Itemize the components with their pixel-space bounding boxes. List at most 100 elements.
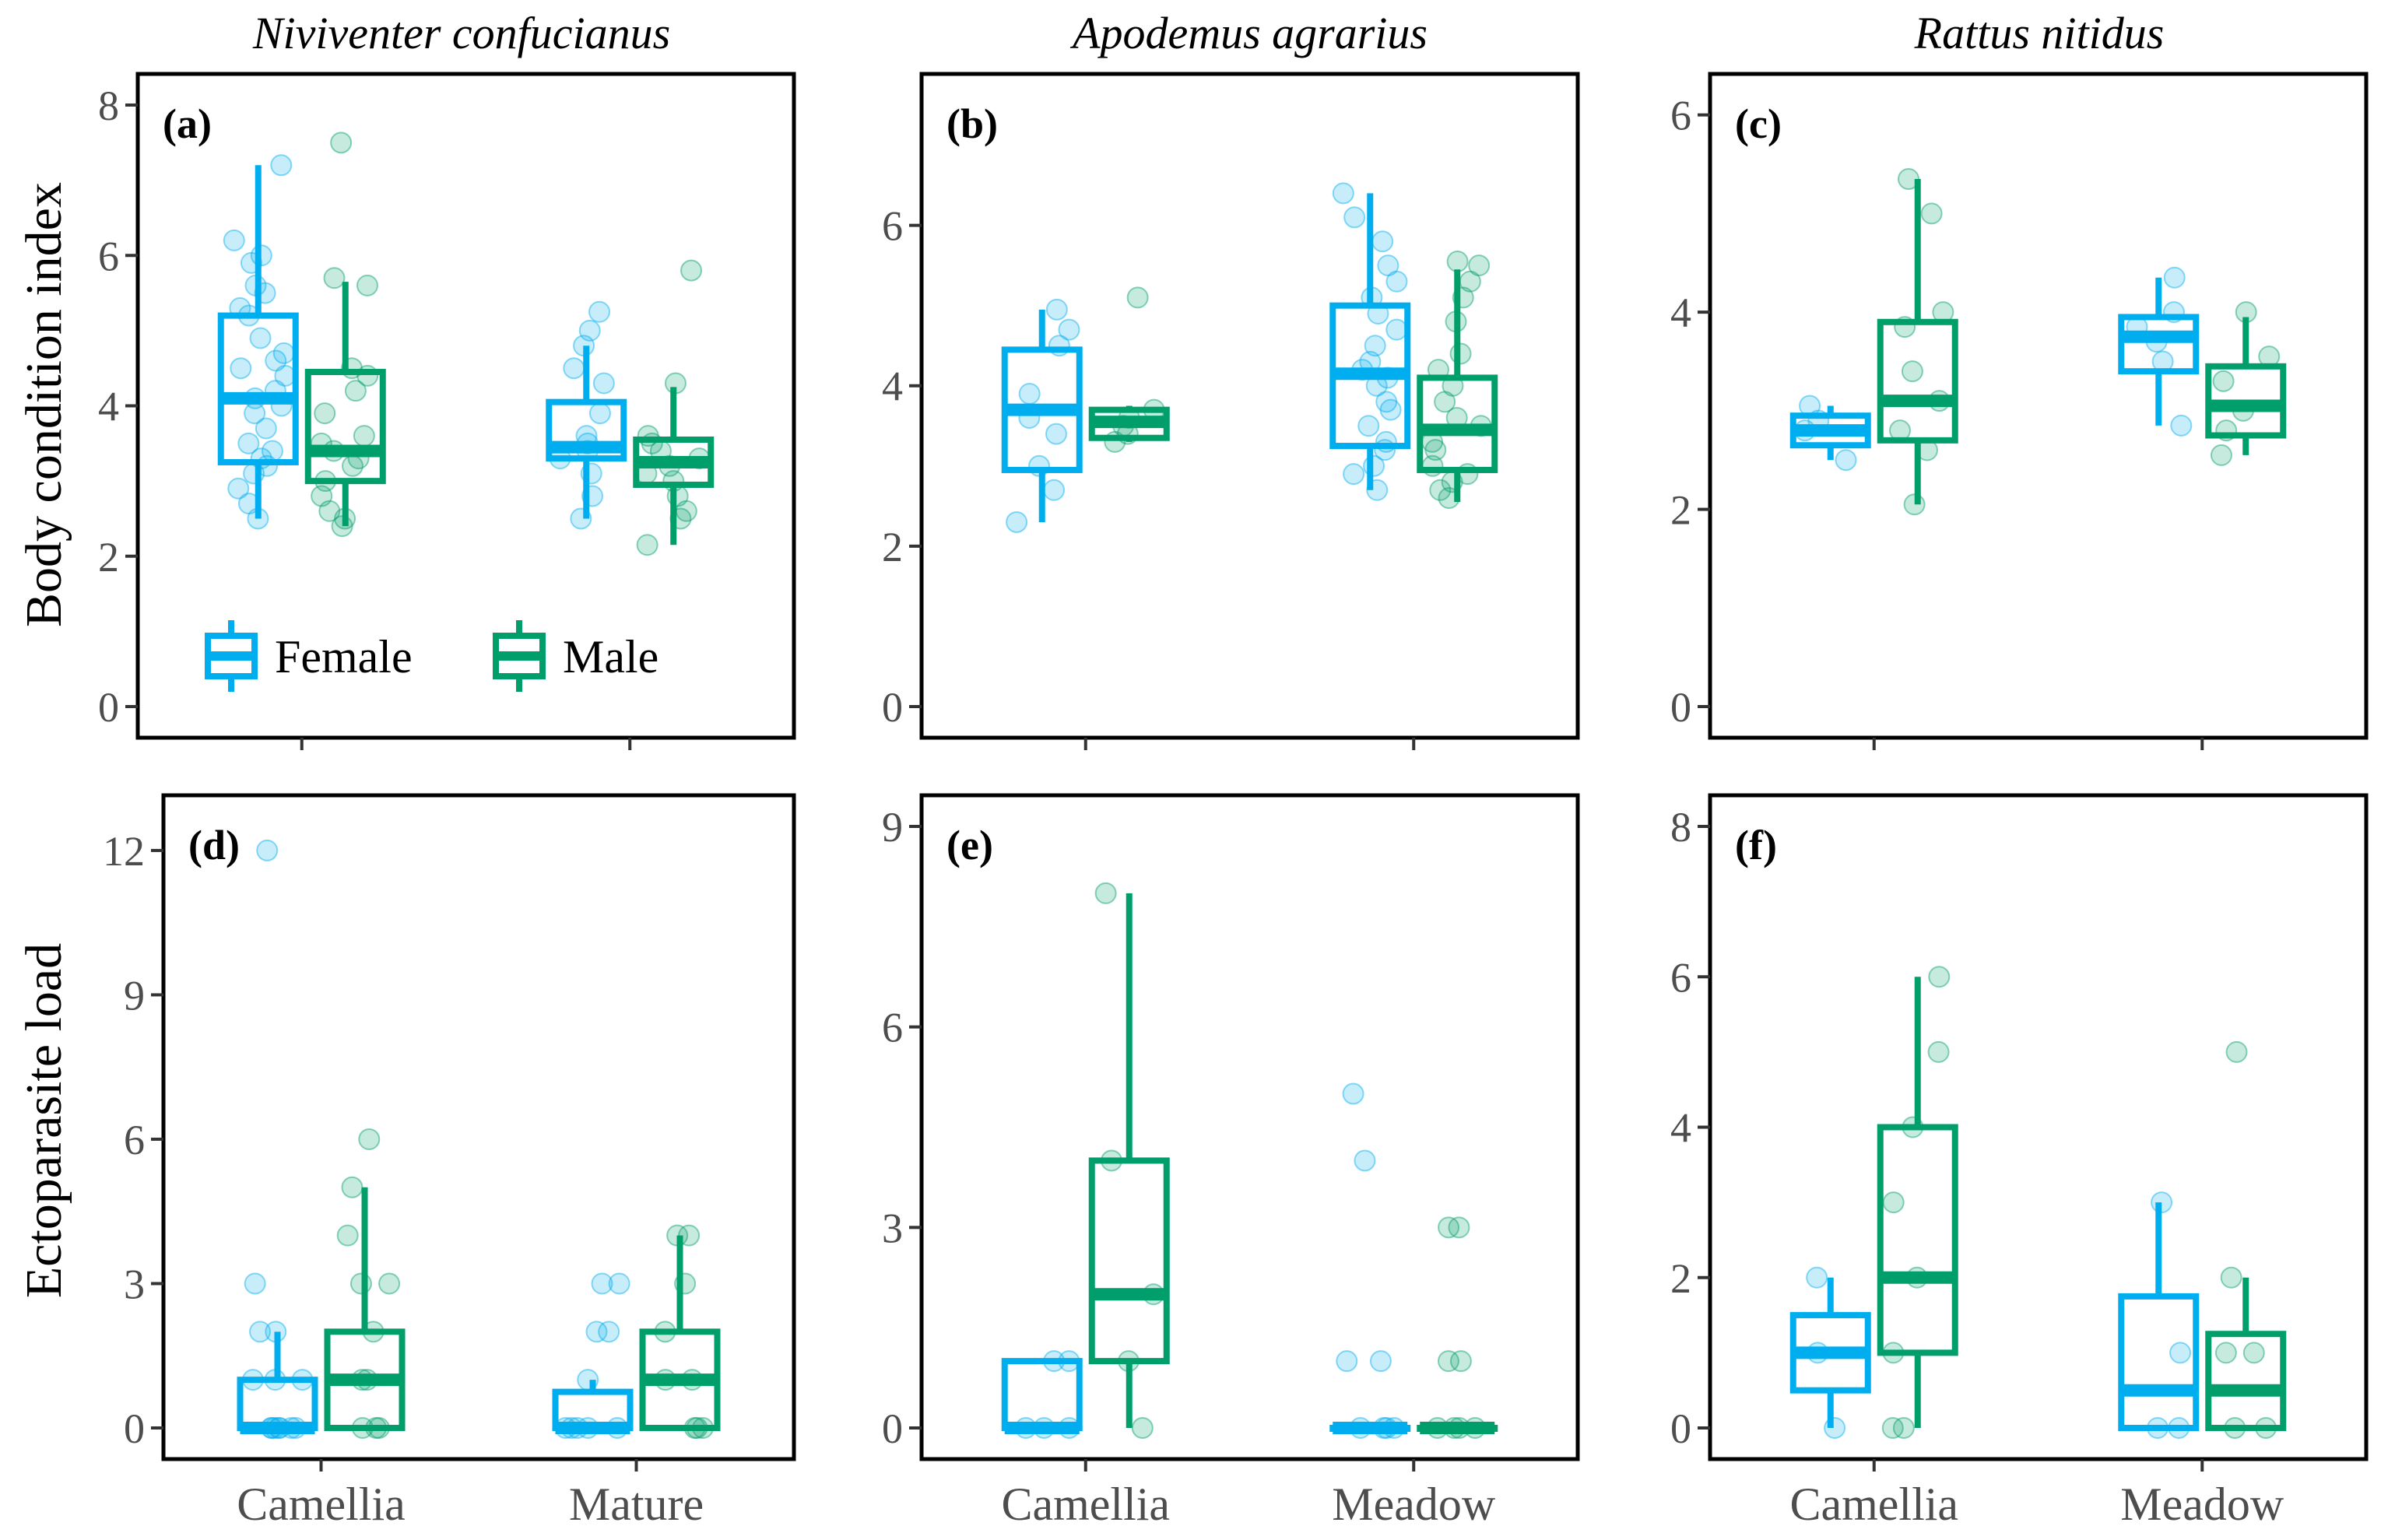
data-point-a-female-0-1 — [223, 229, 245, 251]
data-point-e-female-1-0 — [1342, 1082, 1364, 1105]
data-point-e-male-0-0 — [1094, 882, 1117, 904]
data-point-a-male-0-16 — [331, 515, 353, 538]
species-title-1: Niviventer confucianus — [252, 8, 670, 58]
data-point-d-female-1-0 — [608, 1272, 630, 1295]
data-point-e-male-1-0 — [1448, 1216, 1470, 1239]
panel-tag-f: (f) — [1735, 822, 1777, 868]
data-point-b-male-1-1 — [1468, 254, 1491, 277]
data-point-d-male-0-2 — [336, 1224, 359, 1247]
data-point-d-female-1-2 — [598, 1321, 620, 1343]
y-tick-label-c-6: 6 — [1670, 93, 1691, 139]
y-tick-label-d-9: 9 — [124, 972, 145, 1019]
data-point-b-female-1-0 — [1332, 182, 1354, 205]
y-tick-label-c-0: 0 — [1670, 684, 1691, 731]
data-point-b-male-0-0 — [1126, 286, 1149, 309]
y-tick-label-b-2: 2 — [882, 524, 903, 570]
data-point-d-male-0-4 — [378, 1272, 401, 1295]
data-point-b-female-0-8 — [1006, 510, 1028, 533]
y-tick-label-a-2: 2 — [98, 534, 119, 581]
data-point-f-male-1-2 — [2242, 1342, 2265, 1364]
box-a-male-0 — [304, 369, 386, 485]
box-c-female-1 — [2118, 314, 2200, 375]
data-point-a-male-0-2 — [356, 274, 378, 296]
panel-tag-e: (e) — [946, 822, 993, 868]
boxplot-d-female-1 — [552, 1272, 634, 1439]
boxplot-f-female-0 — [1789, 1266, 1871, 1439]
data-point-e-female-1-3 — [1336, 1350, 1358, 1373]
data-point-a-male-0-1 — [323, 267, 346, 289]
y-tick-label-d-3: 3 — [124, 1261, 145, 1307]
data-point-b-male-1-8 — [1434, 391, 1456, 413]
data-point-b-female-0-7 — [1043, 479, 1066, 501]
y-tick-label-a-0: 0 — [98, 684, 119, 731]
boxplot-d-male-1 — [639, 1224, 721, 1439]
boxplot-b-female-1 — [1329, 182, 1411, 501]
boxplot-d-male-0 — [324, 1128, 406, 1439]
data-point-b-male-1-16 — [1429, 479, 1452, 501]
data-point-f-male-0-6 — [1892, 1417, 1915, 1439]
panel-f: 0 2 4 6 8 Camellia Meadow (f) — [1670, 793, 2369, 1530]
data-point-a-female-0-23 — [227, 477, 250, 500]
y-tick-label-a-4: 4 — [98, 384, 119, 430]
data-point-c-male-1-2 — [2212, 370, 2235, 392]
data-point-c-male-1-5 — [2210, 444, 2232, 466]
boxplot-f-male-1 — [2205, 1040, 2287, 1439]
legend: Female Male — [205, 620, 658, 692]
data-point-b-female-1-8 — [1364, 335, 1386, 357]
data-point-f-male-1-3 — [2214, 1342, 2237, 1364]
data-point-b-female-0-3 — [1018, 383, 1041, 405]
boxplot-b-male-0 — [1088, 286, 1170, 453]
data-point-c-female-0-3 — [1835, 449, 1857, 472]
data-point-b-female-1-15 — [1357, 415, 1380, 437]
y-tick-label-e-0: 0 — [882, 1405, 903, 1452]
boxplot-a-female-1 — [546, 300, 627, 530]
panel-b-frame — [919, 72, 1580, 740]
data-point-b-female-1-18 — [1363, 454, 1385, 477]
data-point-d-male-0-3 — [349, 1272, 372, 1295]
y-tick-label-d-6: 6 — [124, 1117, 145, 1163]
data-point-b-female-1-3 — [1377, 254, 1399, 277]
y-tick-label-f-2: 2 — [1670, 1255, 1691, 1302]
boxplot-e-female-1 — [1329, 1082, 1411, 1439]
panel-c-frame — [1708, 72, 2369, 740]
data-point-f-male-1-0 — [2225, 1040, 2248, 1063]
panel-tag-c: (c) — [1735, 100, 1782, 147]
boxplot-c-male-1 — [2205, 301, 2287, 466]
data-point-f-male-0-0 — [1928, 966, 1951, 988]
legend-label-female: Female — [275, 631, 413, 682]
y-tick-label-a-6: 6 — [98, 233, 119, 279]
y-tick-label-a-8: 8 — [98, 82, 119, 129]
box-a-female-1 — [546, 398, 627, 462]
data-point-a-female-0-18 — [237, 432, 260, 454]
boxplot-a-male-1 — [633, 259, 715, 556]
y-tick-label-f-0: 0 — [1670, 1405, 1691, 1452]
box-a-female-0 — [217, 312, 299, 465]
species-title-3: Rattus nitidus — [1914, 8, 2165, 58]
data-point-c-male-0-4 — [1901, 360, 1923, 383]
y-tick-label-c-2: 2 — [1670, 487, 1691, 534]
y-tick-label-f-8: 8 — [1670, 804, 1691, 851]
data-point-f-male-0-1 — [1927, 1040, 1950, 1063]
data-point-a-female-0-10 — [265, 349, 287, 372]
data-point-a-female-0-17 — [255, 417, 277, 440]
box-f-male-0 — [1877, 1124, 1958, 1356]
legend-label-male: Male — [563, 631, 658, 682]
y-axis-label-body-condition: Body condition index — [16, 182, 72, 627]
data-point-a-male-0-6 — [314, 402, 336, 425]
data-point-d-male-0-0 — [358, 1128, 381, 1150]
data-point-a-female-0-0 — [270, 154, 293, 177]
y-tick-label-b-4: 4 — [882, 363, 903, 410]
data-point-b-female-0-1 — [1058, 318, 1080, 341]
y-tick-label-f-4: 4 — [1670, 1105, 1691, 1152]
data-point-f-female-0-0 — [1806, 1266, 1828, 1289]
data-point-e-male-0-4 — [1131, 1417, 1154, 1439]
boxplot-a-male-0 — [304, 132, 386, 538]
boxplot-b-female-0 — [1001, 298, 1083, 533]
data-point-a-female-1-0 — [588, 300, 611, 323]
data-point-f-male-0-7 — [1881, 1417, 1904, 1439]
data-point-a-male-0-7 — [353, 425, 375, 447]
data-point-a-female-0-8 — [249, 327, 272, 349]
y-tick-label-b-6: 6 — [882, 203, 903, 250]
data-point-e-female-1-2 — [1369, 1350, 1392, 1373]
